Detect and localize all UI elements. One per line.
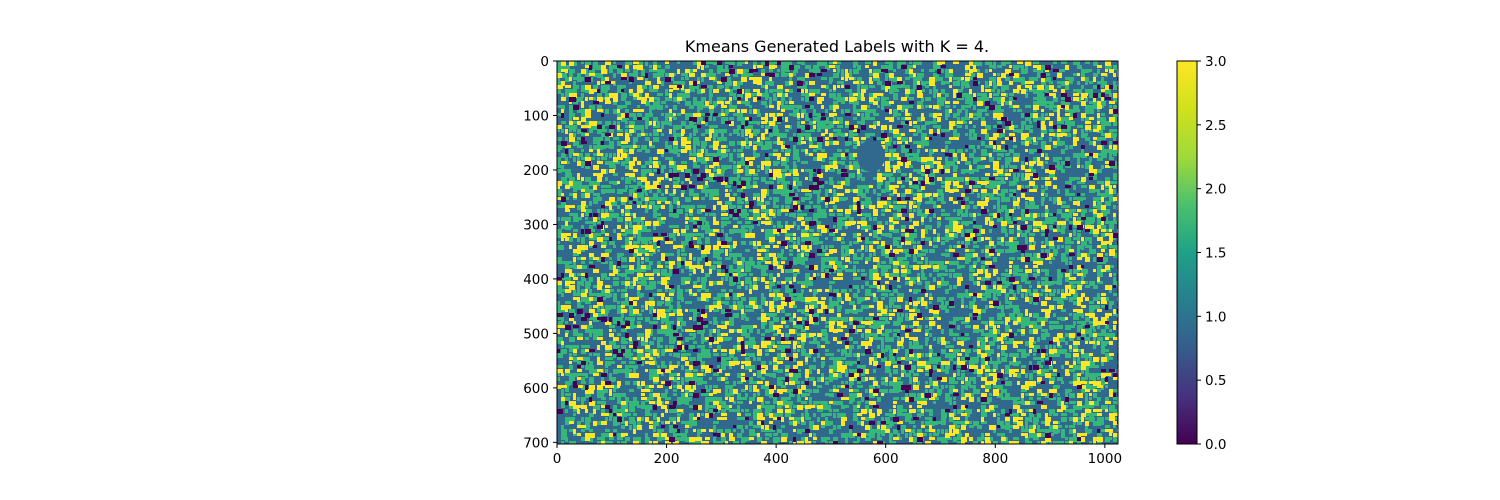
y-axis: 0 100 200 300 400 500 600 700 [523,54,557,451]
y-tick-label: 600 [523,381,549,397]
colorbar-tick-label: 1.0 [1205,309,1226,325]
plot-frame [556,60,1119,445]
chart-title: Kmeans Generated Labels with K = 4. [685,37,989,56]
colorbar-tick-label: 1.5 [1205,246,1226,262]
heatmap-circular-region [857,140,885,172]
x-tick-label: 600 [873,451,899,467]
y-tick-label: 100 [523,108,549,124]
colorbar-tick-label: 2.0 [1205,182,1226,198]
y-tick-label: 0 [540,54,549,70]
y-tick-label: 400 [523,272,549,288]
y-tick-label: 700 [523,435,549,451]
label-3-regions [557,61,1118,444]
x-axis: 0 200 400 600 800 1000 [553,444,1122,467]
colorbar-tick-label: 0.0 [1205,437,1226,453]
y-tick-label: 200 [523,163,549,179]
y-tick-label: 300 [523,217,549,233]
colorbar-tick-label: 0.5 [1205,373,1226,389]
x-tick-label: 1000 [1088,451,1122,467]
x-tick-label: 0 [553,451,562,467]
colorbar-tick-label: 2.5 [1205,118,1226,134]
x-tick-label: 400 [763,451,789,467]
y-tick-label: 500 [523,326,549,342]
colorbar: 0.0 0.5 1.0 1.5 2.0 2.5 3.0 [1176,54,1226,453]
x-tick-label: 200 [654,451,680,467]
colorbar-gradient [1176,60,1198,445]
colorbar-tick-label: 3.0 [1205,54,1226,70]
x-tick-label: 800 [982,451,1008,467]
label-heatmap [557,61,1118,444]
